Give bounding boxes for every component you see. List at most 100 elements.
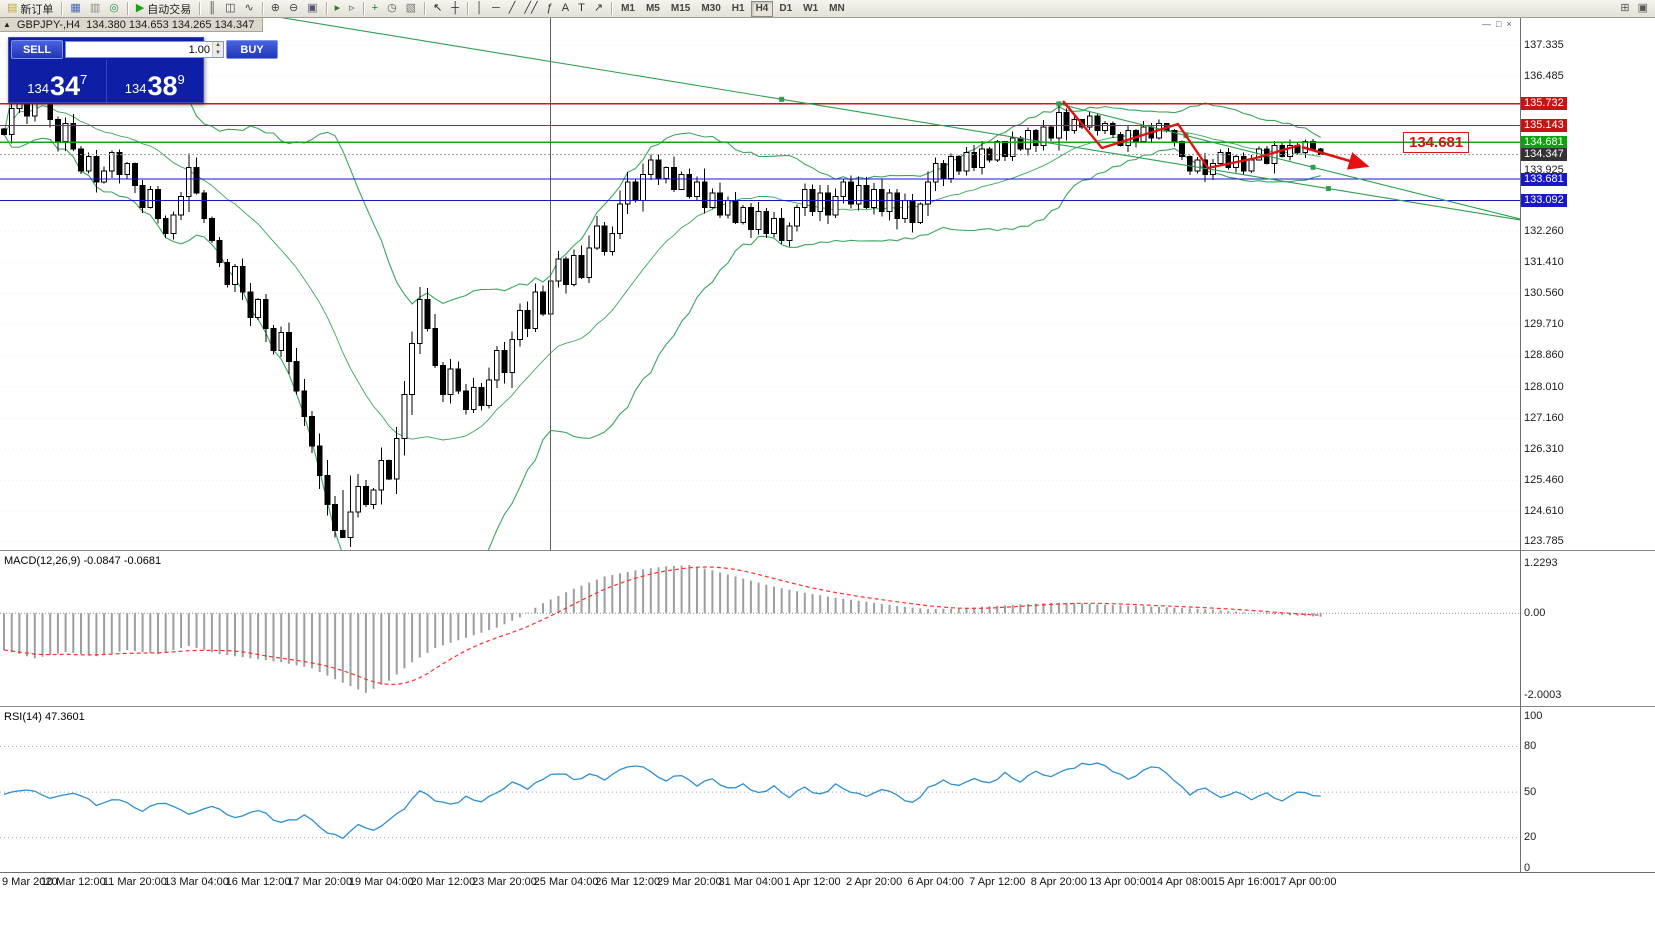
macd-title: MACD(12,26,9) -0.0847 -0.0681 <box>4 555 162 567</box>
one-click-collapse-icon[interactable]: ▲ <box>3 20 11 29</box>
bar-chart-button[interactable]: ║ <box>204 1 220 17</box>
line-chart-icon: ∿ <box>244 2 254 14</box>
one-click-trading-panel: SELL ▲ ▼ BUY 134 34 7 134 38 9 <box>8 37 278 103</box>
lot-size-input[interactable] <box>66 42 212 57</box>
price-annotation-label[interactable]: 134.681 <box>1403 132 1470 153</box>
main-chart-plot[interactable] <box>0 18 1520 550</box>
timeframe-d1-label: D1 <box>779 3 793 14</box>
crosshair-button[interactable]: ┼ <box>447 1 463 17</box>
crosshair-icon: ┼ <box>451 2 460 14</box>
toolbar-separator <box>467 2 469 15</box>
arrows-button[interactable]: ↗ <box>590 1 607 17</box>
timeframe-mn-label: MN <box>829 3 845 14</box>
new-order-button[interactable]: ▤ 新订单 <box>3 1 57 17</box>
candlestick-chart-button[interactable]: ◫ <box>221 1 239 17</box>
equidistant-channel-button[interactable]: ╱╱ <box>520 1 541 17</box>
rsi-indicator-plot[interactable] <box>0 708 1520 872</box>
chart-shift-icon: ▹ <box>349 2 355 14</box>
templates-icon: ▧ <box>405 2 417 14</box>
price-axis-label: 135.732 <box>1521 97 1567 111</box>
navigator-icon: ◎ <box>109 2 119 14</box>
price-axis[interactable] <box>1520 18 1655 872</box>
chart-shift-button[interactable]: ▹ <box>345 1 359 17</box>
timeframe-m1-label: M1 <box>621 3 635 14</box>
close-button[interactable]: × <box>1506 19 1512 29</box>
price-axis-label: 129.710 <box>1524 318 1564 331</box>
indicators-button[interactable]: + <box>368 1 382 17</box>
fibonacci-icon: ƒ <box>546 2 553 14</box>
toolbar-right-group: ⊞ ▣ <box>1616 1 1652 17</box>
toolbar-separator <box>199 2 201 15</box>
ask-price[interactable]: 134 38 9 <box>107 60 204 102</box>
arrows-icon: ↗ <box>593 2 604 14</box>
rsi-title: RSI(14) 47.3601 <box>4 711 85 723</box>
chart-window-controls: — □ × <box>1482 19 1512 29</box>
restore-button[interactable]: □ <box>1496 19 1502 29</box>
navigator-button[interactable]: ◎ <box>105 1 123 17</box>
lot-increase-button[interactable]: ▲ <box>213 42 223 50</box>
autotrading-button[interactable]: ▶ 自动交易 <box>132 1 195 17</box>
rsi-axis-label: 100 <box>1524 709 1543 722</box>
pane-separator[interactable] <box>0 706 1655 708</box>
bid-price[interactable]: 134 34 7 <box>9 60 107 102</box>
horizontal-line-button[interactable]: ─ <box>488 1 504 17</box>
vertical-line-button[interactable]: │ <box>472 1 487 17</box>
pane-separator[interactable] <box>0 550 1655 552</box>
auto-scroll-button[interactable]: ▸ <box>331 1 345 17</box>
timeframe-m5-button[interactable]: M5 <box>641 1 665 17</box>
timeframe-d1-button[interactable]: D1 <box>774 1 797 17</box>
tile-windows-button[interactable]: ▣ <box>303 1 321 17</box>
new-order-icon: ▤ <box>7 2 18 14</box>
zoom-in-button[interactable]: ⊕ <box>267 1 284 17</box>
fibonacci-button[interactable]: ƒ <box>543 1 557 17</box>
timeframe-w1-button[interactable]: W1 <box>798 1 823 17</box>
price-axis-label: 127.160 <box>1524 411 1564 424</box>
bar-chart-icon: ║ <box>208 2 217 14</box>
horizontal-line-icon: ─ <box>491 2 500 14</box>
new-order-label: 新订单 <box>20 3 54 16</box>
price-axis-label: 133.681 <box>1521 172 1567 186</box>
price-axis-label: 123.785 <box>1524 535 1564 548</box>
text-label-button[interactable]: T <box>574 1 589 17</box>
market-watch-icon: ▦ <box>70 2 81 14</box>
auto-scroll-icon: ▸ <box>334 2 341 14</box>
timeframe-h1-button[interactable]: H1 <box>727 1 750 17</box>
tile-windows-icon: ▣ <box>307 2 318 14</box>
zoom-out-icon: ⊖ <box>288 2 299 14</box>
bid-prefix: 134 <box>27 81 49 96</box>
timeframe-m15-label: M15 <box>670 3 691 14</box>
macd-indicator-plot[interactable] <box>0 552 1520 706</box>
price-axis-label: 126.310 <box>1524 442 1564 455</box>
cursor-button[interactable]: ↖ <box>429 1 446 17</box>
market-watch-button[interactable]: ▦ <box>66 1 84 17</box>
timeframe-mn-button[interactable]: MN <box>824 1 850 17</box>
zoom-out-button[interactable]: ⊖ <box>285 1 302 17</box>
lot-decrease-button[interactable]: ▼ <box>213 49 223 57</box>
trendline-button[interactable]: ╱ <box>505 1 520 17</box>
equidistant-channel-icon: ╱╱ <box>524 2 538 14</box>
periods-button[interactable]: ◷ <box>383 1 401 17</box>
buy-button[interactable]: BUY <box>226 40 278 59</box>
minimize-button[interactable]: — <box>1482 19 1491 29</box>
timeframe-m1-button[interactable]: M1 <box>616 1 640 17</box>
window-arrange-icon: ▣ <box>1637 2 1648 14</box>
timeframe-h4-button[interactable]: H4 <box>750 0 774 17</box>
text-icon: A <box>561 2 570 14</box>
ask-prefix: 134 <box>124 81 147 96</box>
price-axis-label: 132.260 <box>1524 224 1564 237</box>
templates-button[interactable]: ▧ <box>402 1 420 17</box>
timeframe-m30-button[interactable]: M30 <box>696 1 725 17</box>
text-button[interactable]: A <box>558 1 573 17</box>
sell-button[interactable]: SELL <box>11 40 63 59</box>
symbol-timeframe-title: GBPJPY-,H4 <box>16 18 81 31</box>
price-axis-label: 124.610 <box>1524 505 1564 518</box>
timeframe-m15-button[interactable]: M15 <box>666 1 695 17</box>
window-arrange-button[interactable]: ▣ <box>1634 1 1652 17</box>
time-axis[interactable] <box>0 872 1655 894</box>
data-window-button[interactable]: ▥ <box>86 1 104 17</box>
timeframe-h4-label: H4 <box>755 3 769 14</box>
price-axis-label: 133.092 <box>1521 194 1567 208</box>
text-label-icon: T <box>578 2 585 14</box>
line-chart-button[interactable]: ∿ <box>241 1 258 17</box>
new-chart-button[interactable]: ⊞ <box>1616 1 1633 17</box>
